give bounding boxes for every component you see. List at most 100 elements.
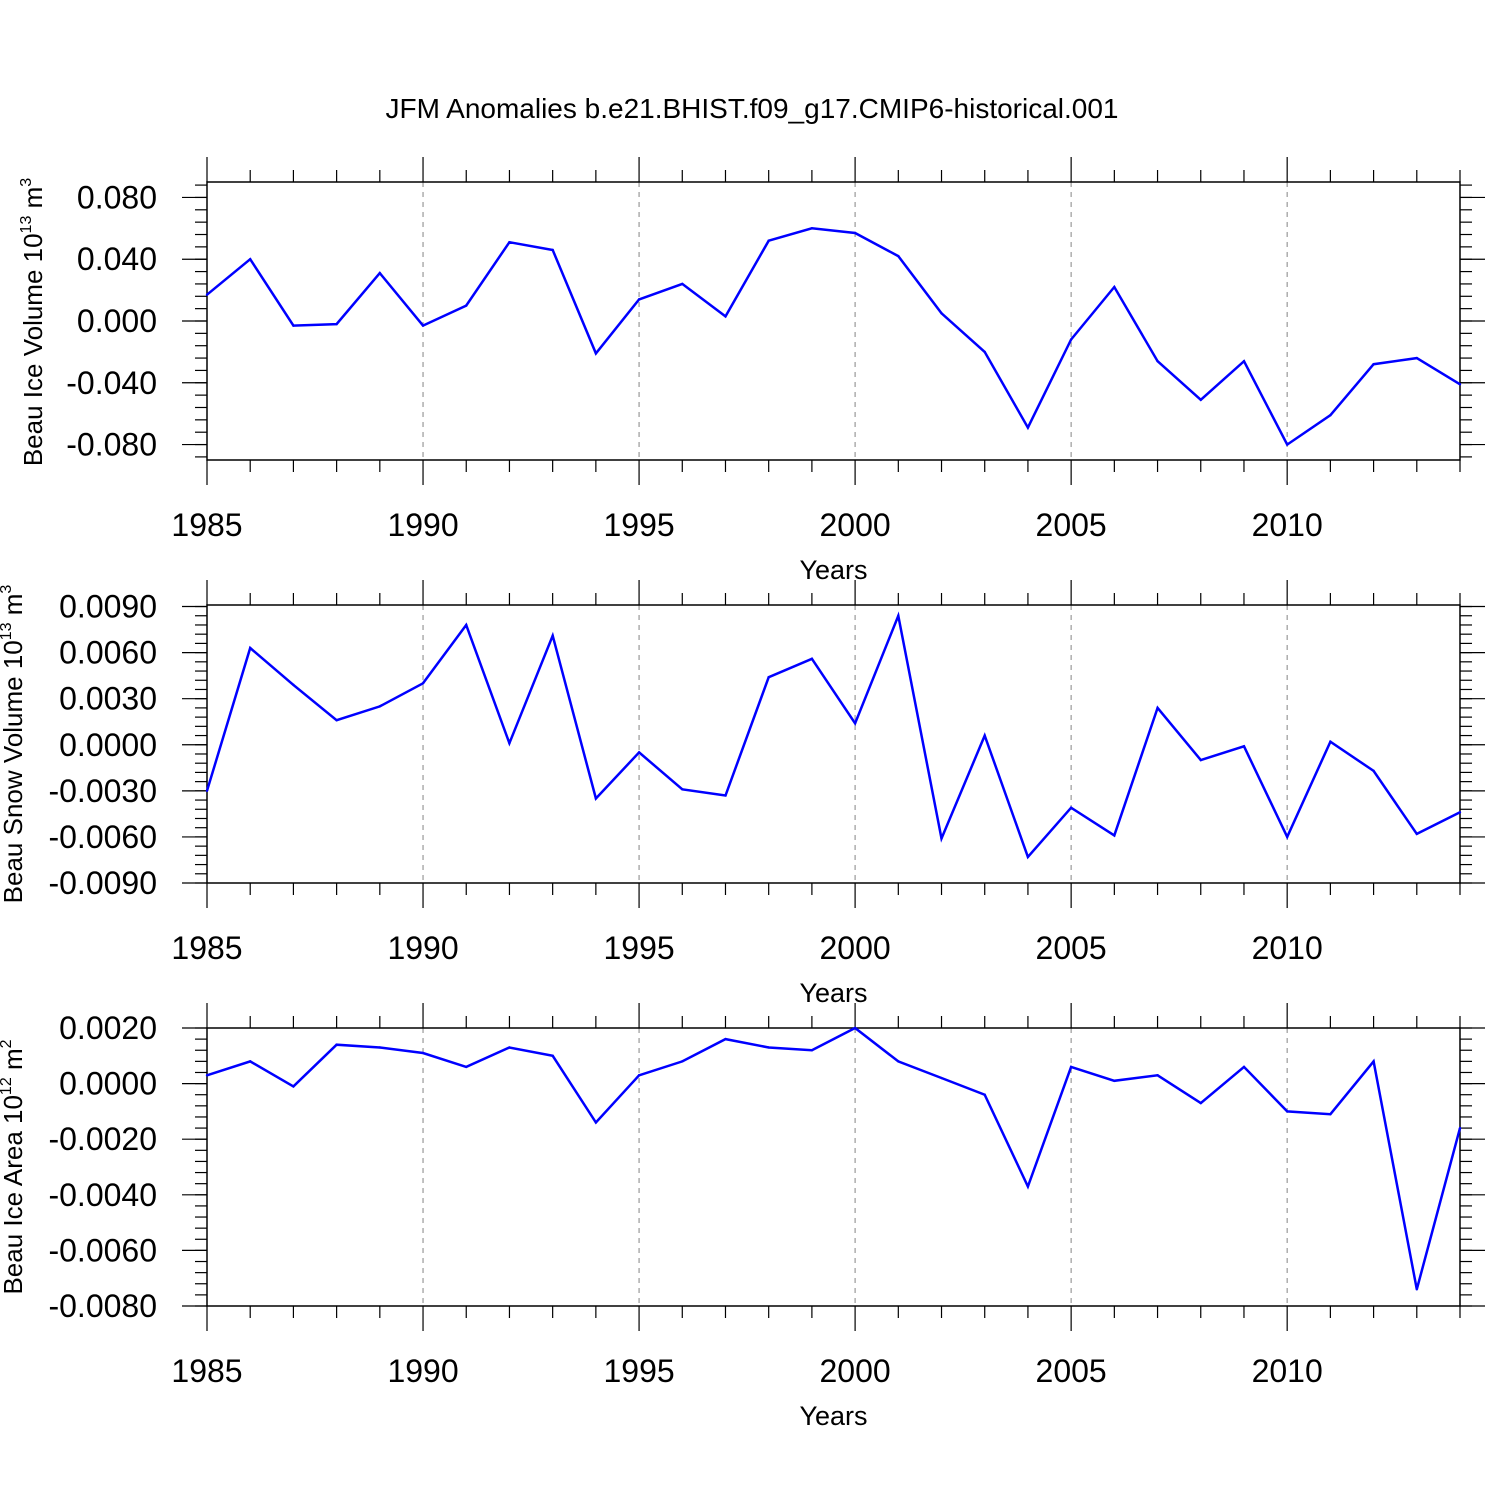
plot-frame <box>206 604 1461 884</box>
data-point <box>1199 1101 1202 1105</box>
data-point <box>508 241 511 244</box>
data-point <box>249 1060 252 1063</box>
data-point <box>681 788 684 791</box>
data-point <box>205 789 209 793</box>
y-tick-label: 0.0060 <box>59 635 157 671</box>
data-point <box>249 646 252 650</box>
y-tick-label: -0.040 <box>66 365 157 401</box>
data-point <box>897 1060 900 1063</box>
data-point <box>1372 769 1375 773</box>
data-point <box>1069 806 1073 809</box>
x-tick-label: 1985 <box>171 1353 242 1389</box>
data-point <box>767 239 770 242</box>
data-point <box>1113 834 1116 837</box>
y-axis-label: Beau Ice Area 1012 m2 <box>0 1039 28 1294</box>
data-point <box>1156 706 1159 710</box>
data-point <box>1458 811 1462 814</box>
data-point <box>292 683 295 687</box>
y-tick-label: 0.0090 <box>59 589 157 625</box>
data-point <box>1329 740 1332 743</box>
data-point <box>1113 1079 1116 1083</box>
data-point <box>1285 443 1289 446</box>
panel-3: -0.0080 -0.0060 -0.0040 -0.0020 0.0000 0.0020… <box>0 1003 1485 1431</box>
y-tick-label: -0.0030 <box>48 773 157 809</box>
data-point <box>594 1121 598 1124</box>
data-point <box>940 837 943 840</box>
y-tick-label: 0.040 <box>77 241 157 277</box>
data-point <box>1458 383 1462 386</box>
data-point <box>681 282 684 286</box>
data-point <box>465 623 468 627</box>
x-tick-label: 2005 <box>1036 1353 1107 1389</box>
y-axis-label: Beau Snow Volume 1013 m3 <box>0 585 28 904</box>
series-line <box>206 227 1461 447</box>
data-point <box>1156 359 1159 363</box>
data-point <box>1372 1060 1375 1063</box>
x-tick-label: 1995 <box>603 1353 674 1389</box>
data-point <box>983 1093 986 1096</box>
data-point <box>1415 356 1418 360</box>
data-point <box>1372 363 1375 366</box>
data-point <box>551 634 554 637</box>
data-point <box>853 1026 857 1030</box>
x-tick-label: 2005 <box>1036 930 1107 966</box>
y-axis-label: Beau Ice Volume 1013 m3 <box>18 178 48 466</box>
data-point <box>594 797 598 800</box>
data-point <box>1069 1065 1073 1069</box>
data-point <box>465 1065 468 1069</box>
data-point <box>1026 426 1030 429</box>
x-tick-label: 1985 <box>171 930 242 966</box>
panel-2: -0.0090 -0.0060 -0.0030 0.0000 0.0030 0.0060 0… <box>0 580 1485 1008</box>
data-point <box>637 298 641 301</box>
data-point <box>465 304 468 307</box>
data-point <box>724 1037 727 1041</box>
x-tick-label: 2010 <box>1252 507 1323 543</box>
data-point <box>637 1074 641 1077</box>
x-tick-label: 2000 <box>820 507 891 543</box>
data-point <box>940 312 943 315</box>
x-tick-label: 1990 <box>387 930 458 966</box>
y-tick-label: 0.080 <box>77 179 157 215</box>
y-tick-label: 0.000 <box>77 303 157 339</box>
y-tick-label: -0.0040 <box>48 1177 157 1213</box>
x-axis-label: Years <box>799 1401 867 1431</box>
data-point <box>637 751 641 754</box>
x-tick-label: 2000 <box>820 1353 891 1389</box>
data-point <box>335 718 338 722</box>
y-tick-label: -0.0080 <box>48 1288 157 1324</box>
data-point <box>1285 835 1289 839</box>
data-point <box>983 350 986 354</box>
data-point <box>421 682 425 685</box>
x-tick-label: 2010 <box>1252 1353 1323 1389</box>
data-point <box>508 742 511 745</box>
data-point <box>335 322 338 326</box>
x-tick-label: 1990 <box>387 507 458 543</box>
plot-frame <box>206 1027 1461 1307</box>
data-point <box>1415 1288 1418 1291</box>
data-point <box>724 794 727 797</box>
data-point <box>1156 1074 1159 1077</box>
x-axis-label: Years <box>799 555 867 585</box>
series-line <box>206 1026 1462 1290</box>
y-tick-label: 0.0000 <box>59 727 157 763</box>
data-point <box>940 1076 943 1080</box>
data-point <box>897 254 900 258</box>
data-point <box>551 1054 554 1058</box>
data-point <box>1329 414 1332 417</box>
data-point <box>205 1074 209 1077</box>
data-point <box>853 231 857 235</box>
data-point <box>767 675 770 679</box>
x-tick-label: 1995 <box>603 930 674 966</box>
data-point <box>378 705 382 708</box>
series-line <box>205 611 1461 860</box>
data-point <box>767 1046 770 1049</box>
data-point <box>594 352 598 355</box>
data-point <box>1069 338 1073 341</box>
data-point <box>853 722 857 725</box>
x-tick-label: 2000 <box>820 930 891 966</box>
y-tick-label: -0.0090 <box>48 865 157 901</box>
data-point <box>1026 1185 1030 1188</box>
data-point <box>292 1085 295 1088</box>
panel-1: -0.080 -0.040 0.000 0.040 0.080 1985 1990 1995 2… <box>18 157 1485 585</box>
